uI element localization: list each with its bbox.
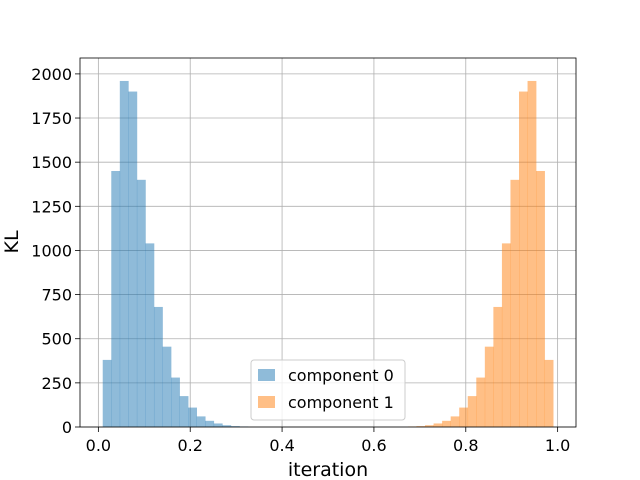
x-tick-label: 0.4 (269, 436, 294, 455)
histogram-bar-component-1 (519, 91, 528, 427)
histogram-bar-component-0 (188, 407, 197, 427)
histogram-bar-component-1 (442, 420, 451, 427)
histogram-bar-component-1 (450, 416, 460, 427)
histogram-bar-component-1 (544, 359, 554, 427)
y-tick-label: 250 (41, 374, 72, 393)
histogram-bar-component-0 (179, 396, 189, 427)
histogram-bar-component-0 (213, 423, 223, 427)
histogram-bar-component-0 (111, 170, 121, 427)
histogram-bar-component-1 (527, 80, 537, 428)
histogram-bar-component-0 (162, 346, 172, 427)
histogram-bar-component-0 (145, 243, 155, 427)
histogram-bar-component-1 (416, 426, 426, 427)
legend-box (250, 359, 406, 421)
histogram-bar-component-1 (501, 243, 511, 427)
histogram-bar-component-1 (536, 170, 545, 427)
histogram-bar-component-1 (467, 396, 477, 427)
y-tick-label: 2000 (31, 65, 72, 84)
histogram-bar-component-1 (476, 377, 486, 427)
legend-swatch-component-0 (258, 369, 275, 381)
histogram-bar-component-0 (102, 359, 112, 427)
histogram-bar-component-1 (425, 425, 434, 427)
legend: component 0 component 1 (250, 359, 406, 421)
x-tick-label: 0.0 (86, 436, 111, 455)
plot-frame (79, 57, 577, 428)
y-tick-label: 1000 (31, 241, 72, 260)
histogram-bar-component-0 (119, 80, 129, 428)
y-tick-label: 1500 (31, 153, 72, 172)
legend-label-component-0: component 0 (288, 366, 394, 385)
x-axis-title: iteration (288, 459, 368, 480)
histogram-bar-component-1 (459, 407, 469, 427)
histogram-bar-component-0 (128, 91, 138, 427)
y-axis-title: KL (1, 230, 23, 253)
histogram-bar-component-1 (510, 179, 520, 427)
x-tick-label: 0.8 (453, 436, 478, 455)
histogram-bar-component-0 (136, 179, 146, 427)
y-tick-label: 0 (62, 418, 72, 437)
histogram-bar-component-0 (153, 306, 163, 427)
y-tick-label: 1750 (31, 109, 72, 128)
histogram-bar-component-0 (171, 377, 180, 427)
x-tick-label: 0.6 (361, 436, 386, 455)
histogram-bar-component-0 (222, 425, 232, 427)
y-tick-label: 1250 (31, 197, 72, 216)
histogram-bar-component-0 (205, 420, 215, 427)
axis-ticks: 0.0 0.2 0.4 0.6 0.8 1.0 0 250 500 750 1000 1250 1500… (31, 65, 570, 455)
histogram-bar-component-1 (493, 306, 503, 427)
legend-swatch-component-1 (258, 396, 275, 408)
histogram-bar-component-0 (230, 426, 240, 427)
histogram-bar-component-0 (196, 416, 206, 427)
histogram-bars (102, 80, 554, 428)
histogram-bar-component-1 (484, 346, 494, 427)
histogram-bar-component-1 (433, 423, 443, 427)
x-tick-label: 0.2 (177, 436, 202, 455)
x-tick-label: 1.0 (545, 436, 570, 455)
legend-label-component-1: component 1 (288, 393, 394, 412)
y-tick-label: 500 (41, 330, 72, 349)
y-tick-label: 750 (41, 286, 72, 305)
